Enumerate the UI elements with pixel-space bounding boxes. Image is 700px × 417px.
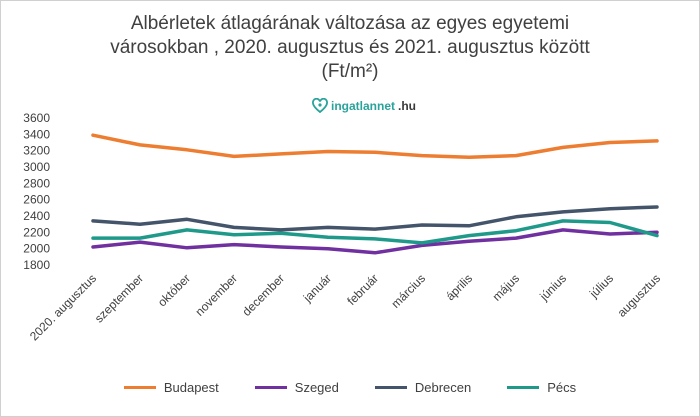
- x-tick-label: március: [389, 271, 429, 311]
- y-tick-label: 2000: [23, 242, 50, 256]
- x-tick-label: február: [344, 271, 381, 308]
- legend-label: Debrecen: [414, 380, 472, 395]
- series-line-debrecen: [91, 205, 659, 232]
- x-tick-label: szeptember: [92, 271, 146, 325]
- title-line-3: (Ft/m²): [321, 61, 379, 82]
- x-tick-label: november: [192, 271, 240, 319]
- y-tick-label: 2200: [23, 225, 50, 239]
- ingatlannet-logo: ingatlannet .hu: [312, 98, 416, 114]
- title-line-1: Albérletek átlagárának változása az egye…: [130, 13, 570, 34]
- legend-label: Budapest: [163, 380, 219, 395]
- legend-swatch: [374, 386, 407, 389]
- title-line-2: városokban , 2020. augusztus és 2021. au…: [110, 37, 590, 58]
- series-line-budapest: [91, 133, 659, 159]
- y-tick-label: 3000: [23, 160, 50, 174]
- legend-swatch: [507, 386, 540, 389]
- y-tick-label: 2600: [23, 193, 50, 207]
- x-tick-label: május: [490, 271, 523, 304]
- x-tick-label: december: [239, 271, 287, 319]
- x-tick-label: július: [586, 271, 616, 301]
- y-tick-label: 2400: [23, 209, 50, 223]
- y-tick-label: 2800: [23, 176, 50, 190]
- y-tick-label: 3600: [23, 111, 50, 125]
- series-line-szeged: [91, 228, 659, 255]
- chart-legend: Budapest Szeged Debrecen Pécs: [0, 380, 700, 395]
- y-axis: 1800 2000 2200 2400 2600 2800 3000 3200 3400 3600: [23, 111, 50, 272]
- y-tick-label: 3400: [23, 127, 50, 141]
- x-tick-label: június: [536, 271, 569, 304]
- logo-text-domain: .hu: [398, 99, 417, 113]
- logo-text-main: ingatlannet: [331, 99, 396, 113]
- x-tick-label: április: [443, 271, 475, 303]
- legend-item-pécs: Pécs: [507, 380, 576, 395]
- logo-heart-icon: [312, 98, 328, 114]
- x-tick-label: január: [300, 271, 334, 305]
- y-tick-label: 3200: [23, 144, 50, 158]
- series-layer: [91, 133, 659, 255]
- legend-swatch: [254, 386, 287, 389]
- legend-item-szeged: Szeged: [254, 380, 339, 395]
- chart-title: Albérletek átlagárának változása az egye…: [60, 12, 640, 84]
- x-tick-label: október: [155, 271, 193, 309]
- legend-label: Szeged: [294, 380, 339, 395]
- legend-swatch: [123, 386, 156, 389]
- x-tick-label: augusztus: [615, 271, 664, 320]
- x-tick-label: 2020. augusztus: [27, 271, 99, 343]
- legend-item-debrecen: Debrecen: [374, 380, 472, 395]
- legend-item-budapest: Budapest: [123, 380, 219, 395]
- series-line-pécs: [91, 219, 659, 245]
- y-tick-label: 1800: [23, 258, 50, 272]
- legend-label: Pécs: [547, 380, 577, 395]
